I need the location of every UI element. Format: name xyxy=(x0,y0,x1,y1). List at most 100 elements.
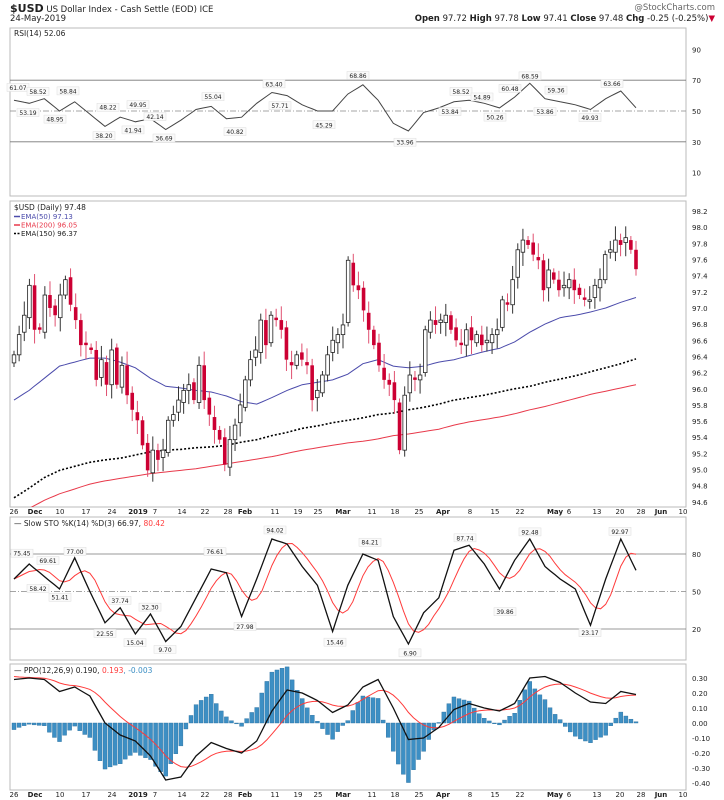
x-axis-tick-label: 13 xyxy=(593,508,602,516)
candle-body xyxy=(325,354,330,376)
candle-body xyxy=(438,319,443,323)
rsi-annotation-box xyxy=(121,125,145,135)
sto-annotation: 27.98 xyxy=(236,624,253,631)
x-axis-tick-label: 10 xyxy=(56,508,65,516)
candle-body xyxy=(449,315,453,330)
candle-body xyxy=(479,334,484,346)
ppo-histogram-bar xyxy=(370,697,376,724)
ppo-histogram-bar xyxy=(345,720,350,724)
ppo-histogram-bar xyxy=(42,722,47,726)
ppo-y-tick: 0.20 xyxy=(692,690,708,698)
rsi-annotation-box xyxy=(346,71,370,80)
close-label: Close xyxy=(570,14,597,24)
ppo-y-tick: -0.20 xyxy=(692,750,710,758)
x-axis-tick-label: 10 xyxy=(56,791,65,799)
ppo-histogram-bar xyxy=(411,722,416,770)
sto-annotation-box xyxy=(203,547,227,556)
ppo-histogram-bar xyxy=(57,722,62,742)
candle-body xyxy=(243,379,248,408)
legend-ema50-line: EMA(50) 97.13 xyxy=(21,213,73,221)
candle-body xyxy=(484,339,490,344)
candle-body xyxy=(551,272,556,280)
x-axis-tick-label: 20 xyxy=(616,508,625,516)
candle-body xyxy=(99,359,104,378)
ppo-histogram-bar xyxy=(568,722,573,733)
ppo-histogram-bar xyxy=(168,722,173,764)
ppo-signal-line xyxy=(13,676,637,768)
legend-ema150-line: EMA(150) 96.37 xyxy=(21,230,77,238)
candle-body xyxy=(510,279,515,306)
ppo-histogram-bar xyxy=(26,722,32,725)
sto-annotation-box xyxy=(108,596,132,605)
candle-body xyxy=(264,320,268,346)
rsi-annotation-box xyxy=(262,79,286,89)
candle-body xyxy=(192,382,196,401)
sto-annotation-box xyxy=(10,548,34,558)
candle-body xyxy=(48,295,52,308)
x-axis-tick-label: 25 xyxy=(314,791,323,799)
price-y-tick: 96.6 xyxy=(692,337,708,345)
ppo-histogram-bar xyxy=(325,722,330,735)
ppo-histogram-bar xyxy=(608,722,613,726)
ppo-histogram-bar xyxy=(628,718,634,724)
candle-body xyxy=(253,349,258,358)
ppo-histogram-bar xyxy=(477,713,482,724)
candle-body xyxy=(587,299,592,302)
ppo-histogram-bar xyxy=(380,719,386,724)
ppo-histogram-bar xyxy=(47,722,52,733)
ppo-histogram-bar xyxy=(487,720,492,724)
ppo-histogram-bar xyxy=(623,715,629,724)
ppo-histogram-bar xyxy=(219,710,224,724)
price-y-tick: 95.0 xyxy=(692,467,708,475)
candle-body xyxy=(294,354,299,366)
sto-legend: — Slow STO %K(14) %D(3) 66.97, 80.42 xyxy=(14,519,165,528)
rsi-annotation: 40.82 xyxy=(226,129,243,136)
high-value: 97.78 xyxy=(494,14,519,24)
ppo-y-tick: 0.00 xyxy=(692,720,708,728)
candle-body xyxy=(202,365,206,401)
ppo-histogram-bar xyxy=(502,719,507,724)
rsi-y-tick: 90 xyxy=(692,46,701,54)
rsi-annotation: 48.22 xyxy=(99,105,116,112)
ppo-histogram-bar xyxy=(512,713,517,724)
sto-annotation-box xyxy=(153,645,177,654)
sto-annotation: 69.61 xyxy=(39,558,56,565)
candle-body xyxy=(561,284,567,289)
ppo-histogram-bar xyxy=(340,722,345,726)
ppo-histogram-bar xyxy=(310,715,315,724)
ppo-histogram-bar xyxy=(355,702,361,724)
candle-body xyxy=(315,389,320,399)
candle-body xyxy=(433,320,438,325)
ppo-histogram-bar xyxy=(547,707,553,724)
price-y-tick: 97.8 xyxy=(692,240,708,248)
rsi-annotation-box xyxy=(470,92,494,102)
legend-ema200-line: EMA(200) 96.05 xyxy=(21,222,77,230)
rsi-annotation: 60.48 xyxy=(501,86,518,93)
candle-body xyxy=(156,450,160,460)
candle-body xyxy=(489,334,495,344)
rsi-annotation: 57.71 xyxy=(271,103,288,110)
chg-label: Chg xyxy=(625,14,645,24)
rsi-annotation: 42.14 xyxy=(146,114,163,121)
x-axis-tick-label: 22 xyxy=(516,508,525,516)
ppo-histogram-bar xyxy=(173,722,179,754)
x-axis-tick-label: 8 xyxy=(468,508,472,516)
sto-annotation-box xyxy=(93,629,117,638)
x-axis-tick-label: 24 xyxy=(108,791,117,799)
candle-body xyxy=(150,449,155,474)
rsi-annotation: 63.40 xyxy=(265,81,282,88)
ppo-histogram-bar xyxy=(188,715,194,724)
price-y-tick: 95.4 xyxy=(692,434,708,442)
sto-annotation: 6.90 xyxy=(403,650,417,657)
rsi-panel xyxy=(9,27,687,197)
low-value: 97.41 xyxy=(543,14,568,24)
candle-body xyxy=(217,429,222,440)
rsi-annotation-box xyxy=(518,71,542,81)
ppo-histogram-bar xyxy=(274,669,280,724)
candle-body xyxy=(176,399,181,413)
ppo-histogram-bar xyxy=(264,681,270,724)
ppo-histogram-bar xyxy=(249,712,254,724)
ppo-legend-ppo: — PPO(12,26,9) 0.190, xyxy=(14,666,102,675)
ppo-histogram-bar xyxy=(330,722,335,740)
ppo-histogram-bar xyxy=(426,722,431,740)
